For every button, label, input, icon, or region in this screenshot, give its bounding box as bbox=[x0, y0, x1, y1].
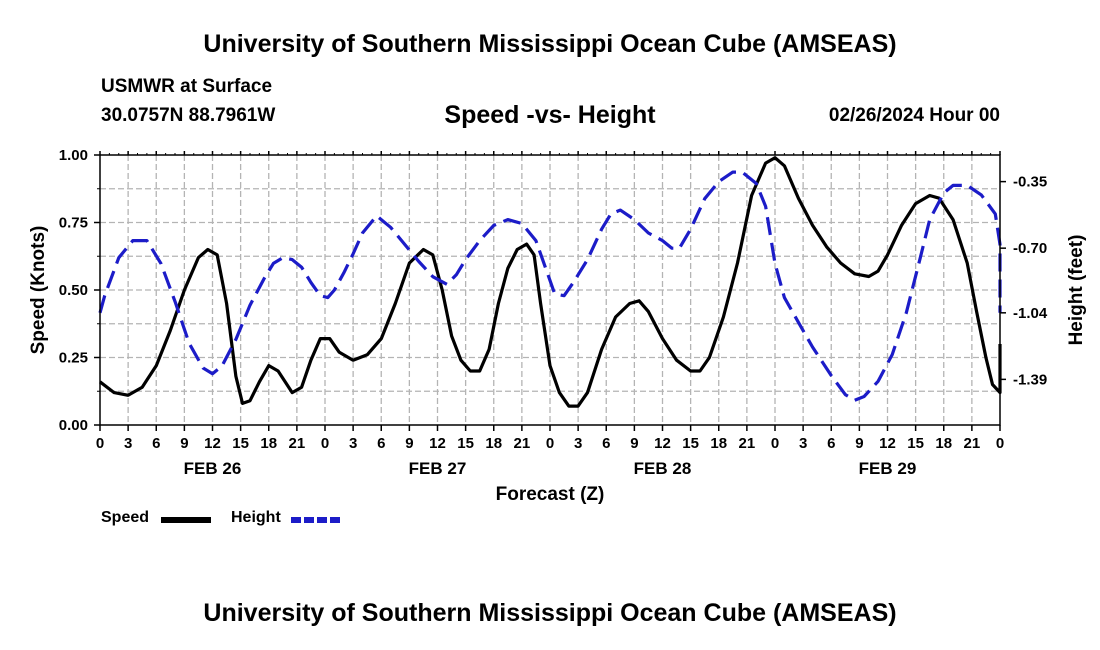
y-left-axis-title: Speed (Knots) bbox=[28, 226, 49, 355]
x-tick-label: 21 bbox=[514, 435, 531, 452]
x-tick-label: 15 bbox=[682, 435, 699, 452]
x-tick-label: 3 bbox=[349, 435, 357, 452]
x-tick-label: 3 bbox=[799, 435, 807, 452]
x-axis-title: Forecast (Z) bbox=[496, 484, 605, 505]
x-tick-label: 3 bbox=[124, 435, 132, 452]
x-tick-label: 9 bbox=[405, 435, 413, 452]
footer-title: University of Southern Mississippi Ocean… bbox=[203, 599, 897, 627]
date-label: FEB 27 bbox=[409, 459, 467, 478]
x-tick-label: 6 bbox=[152, 435, 160, 452]
x-tick-label: 15 bbox=[232, 435, 249, 452]
x-tick-label: 9 bbox=[855, 435, 863, 452]
x-tick-label: 0 bbox=[546, 435, 554, 452]
y-left-tick-label: 0.75 bbox=[59, 215, 88, 232]
x-tick-label: 9 bbox=[180, 435, 188, 452]
date-label: FEB 29 bbox=[859, 459, 917, 478]
x-tick-label: 6 bbox=[602, 435, 610, 452]
x-tick-label: 18 bbox=[935, 435, 952, 452]
y-left-tick-label: 1.00 bbox=[59, 147, 88, 164]
y-right-tick-label: -0.70 bbox=[1013, 240, 1047, 257]
x-tick-label: 12 bbox=[654, 435, 671, 452]
legend-height-label: Height bbox=[231, 509, 281, 526]
grid-lines bbox=[100, 155, 1000, 425]
y-left-tick-label: 0.00 bbox=[59, 417, 88, 434]
x-tick-label: 21 bbox=[739, 435, 756, 452]
forecast-datetime: 02/26/2024 Hour 00 bbox=[828, 105, 1000, 126]
y-right-tick-label: -1.39 bbox=[1013, 371, 1047, 388]
legend-speed-label: Speed bbox=[101, 509, 150, 526]
data-series bbox=[98, 156, 1002, 408]
x-tick-label: 3 bbox=[574, 435, 582, 452]
x-tick-label: 6 bbox=[827, 435, 835, 452]
speed-series-line bbox=[99, 156, 1002, 408]
date-label: FEB 28 bbox=[634, 459, 692, 478]
x-tick-label: 12 bbox=[879, 435, 896, 452]
x-tick-label: 0 bbox=[771, 435, 779, 452]
chart-plot: 0 3 6 9 12 15 18 21 0 3 6 9 12 15 18 21 0 3 6 9 12 15 18 21 0 3 6 9… bbox=[28, 147, 1087, 505]
x-tick-label: 0 bbox=[96, 435, 104, 452]
x-tick-label: 9 bbox=[630, 435, 638, 452]
x-tick-label: 12 bbox=[429, 435, 446, 452]
x-tick-label: 18 bbox=[485, 435, 502, 452]
y-right-tick-label: -0.35 bbox=[1013, 174, 1047, 191]
x-tick-label: 6 bbox=[377, 435, 385, 452]
x-tick-label: 18 bbox=[260, 435, 277, 452]
x-tick-label: 0 bbox=[321, 435, 329, 452]
y-right-tick-label: -1.04 bbox=[1013, 305, 1048, 322]
axis-labels: 0 3 6 9 12 15 18 21 0 3 6 9 12 15 18 21 0 3 6 9 12 15 18 21 0 3 6 9… bbox=[28, 147, 1087, 505]
legend-speed-swatch bbox=[161, 517, 211, 523]
plot-frame bbox=[94, 151, 1006, 431]
x-tick-label: 21 bbox=[289, 435, 306, 452]
x-tick-label: 15 bbox=[457, 435, 474, 452]
x-tick-label: 0 bbox=[996, 435, 1004, 452]
date-label: FEB 26 bbox=[184, 459, 242, 478]
x-tick-label: 18 bbox=[710, 435, 727, 452]
x-tick-label: 21 bbox=[964, 435, 981, 452]
y-left-tick-label: 0.50 bbox=[59, 282, 88, 299]
x-tick-label: 12 bbox=[204, 435, 221, 452]
chart-subtitle: Speed -vs- Height bbox=[444, 101, 656, 129]
y-right-axis-title: Height (feet) bbox=[1066, 235, 1087, 346]
y-left-tick-label: 0.25 bbox=[59, 350, 88, 367]
legend-height-swatch bbox=[291, 517, 341, 523]
station-coordinates: 30.0757N 88.7961W bbox=[101, 105, 276, 126]
height-series-line bbox=[98, 170, 1002, 402]
chart-title: University of Southern Mississippi Ocean… bbox=[203, 30, 897, 58]
station-label: USMWR at Surface bbox=[101, 76, 273, 97]
x-tick-label: 15 bbox=[907, 435, 924, 452]
